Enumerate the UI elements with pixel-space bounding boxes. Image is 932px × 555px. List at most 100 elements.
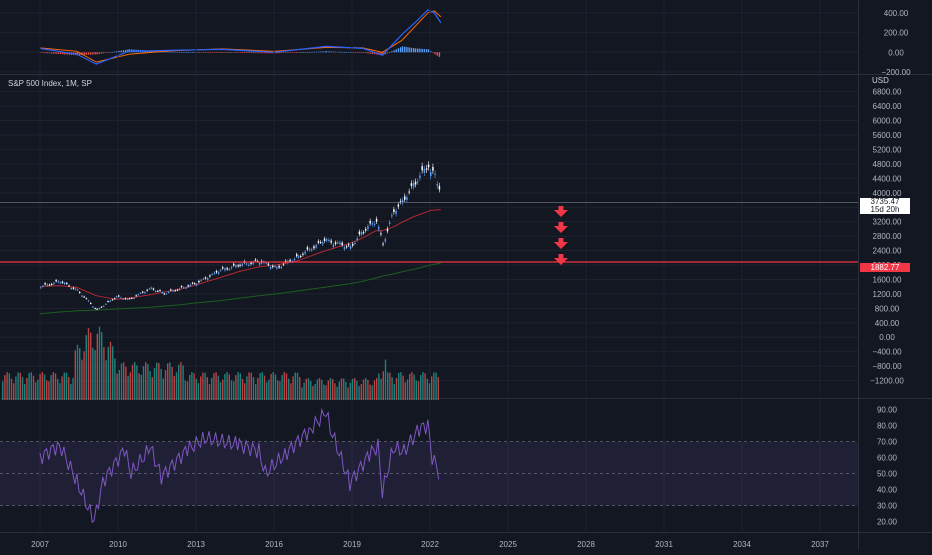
volume-bar (415, 380, 417, 400)
price-tick-label: 3200.00 (873, 218, 902, 227)
macd-histogram-bar (51, 52, 53, 54)
price-candle (187, 285, 189, 287)
volume-bar (314, 383, 316, 400)
volume-bar (211, 377, 213, 400)
macd-histogram-bar (261, 52, 263, 54)
price-tick-label: 4800.00 (873, 160, 902, 169)
volume-bar (228, 374, 230, 400)
macd-histogram-bar (62, 52, 64, 55)
macd-histogram-bar (176, 51, 178, 53)
price-candle (349, 246, 352, 249)
rsi-tick-label: 40.00 (877, 486, 898, 495)
macd-histogram-bar (174, 51, 176, 53)
macd-histogram-bar (46, 52, 48, 54)
volume-bar (316, 379, 318, 400)
volume-bar (424, 373, 426, 400)
macd-histogram-bar (218, 52, 220, 53)
macd-histogram-bar (203, 52, 205, 53)
macd-histogram-bar (207, 52, 209, 53)
price-candle (133, 297, 135, 299)
volume-bar (76, 344, 79, 400)
price-candle (352, 243, 354, 246)
horizontal-line-tag[interactable]: 1882.77 (860, 263, 910, 272)
volume-bar (349, 382, 351, 400)
volume-bar (345, 382, 347, 400)
macd-histogram-bar (304, 52, 307, 53)
volume-bar (378, 373, 380, 400)
down-arrow-icon[interactable] (554, 206, 568, 217)
macd-histogram-bar (120, 50, 122, 53)
volume-bar (224, 373, 226, 400)
price-candle (124, 298, 127, 300)
volume-bar (35, 382, 37, 400)
macd-histogram-bar (266, 52, 268, 54)
price-candle (410, 183, 413, 186)
volume-bar (428, 383, 431, 400)
macd-histogram-bar (399, 47, 402, 53)
volume-bar (94, 350, 96, 400)
volume-bar (134, 362, 136, 400)
price-candle (397, 204, 400, 207)
volume-bar (178, 364, 180, 400)
volume-bar (279, 381, 281, 400)
price-candle (337, 242, 339, 244)
volume-bar (129, 372, 131, 400)
price-candle (313, 246, 315, 249)
price-candle (239, 264, 241, 266)
price-candle (371, 223, 374, 225)
price-candle (150, 287, 152, 289)
macd-histogram-bar (192, 52, 194, 53)
volume-bar (217, 375, 219, 400)
macd-histogram-bar (255, 52, 257, 54)
volume-bar (332, 379, 334, 400)
volume-bar (266, 382, 268, 400)
volume-bar (387, 372, 389, 400)
macd-histogram-bar (124, 49, 127, 53)
price-candle (330, 240, 332, 243)
volume-bar (371, 385, 373, 400)
macd-histogram-bar (168, 51, 170, 53)
macd-histogram-bar (417, 48, 419, 53)
price-candle (360, 232, 363, 235)
macd-histogram-bar (320, 51, 322, 53)
volume-bar (213, 373, 215, 400)
price-candle (269, 267, 272, 269)
down-arrow-icon[interactable] (554, 254, 568, 265)
macd-histogram-bar (85, 52, 88, 55)
price-candle (167, 291, 170, 293)
price-candle (105, 303, 107, 305)
down-arrow-icon[interactable] (554, 238, 568, 249)
currency-label: USD (872, 76, 889, 85)
price-candle (267, 263, 270, 265)
volume-bar (164, 370, 167, 400)
volume-bar (426, 378, 428, 400)
price-candle (421, 166, 423, 171)
bar-countdown: 15d 20h (870, 205, 900, 214)
macd-line (39, 9, 442, 65)
volume-bar (208, 384, 211, 400)
price-candle (202, 278, 205, 280)
volume-bar (417, 381, 420, 400)
volume-bar (312, 386, 314, 400)
price-candle (154, 290, 157, 292)
volume-bar (41, 372, 43, 400)
price-candle (55, 280, 57, 282)
price-axis-divider (858, 0, 859, 550)
price-tick-label: 4400.00 (873, 174, 902, 183)
down-arrow-icon[interactable] (554, 222, 568, 233)
macd-histogram-bar (181, 52, 183, 53)
price-candle (343, 247, 346, 250)
volume-bar (215, 372, 217, 400)
price-candle (300, 256, 302, 258)
volume-bar (362, 379, 365, 400)
price-candle (339, 242, 341, 245)
volume-bar (259, 373, 261, 400)
volume-bar (325, 385, 327, 400)
macd-histogram-bar (102, 52, 105, 54)
price-candle (386, 228, 389, 232)
price-candle (404, 196, 406, 200)
volume-bar (222, 379, 224, 400)
volume-bar (382, 371, 384, 400)
